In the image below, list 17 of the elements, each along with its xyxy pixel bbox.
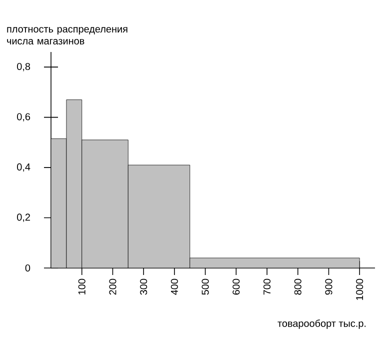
y-tick-label: 0,4	[17, 163, 30, 172]
x-tick-label: 700	[263, 278, 271, 295]
x-tick-label: 400	[170, 278, 178, 295]
y-tick-label: 0,6	[17, 113, 30, 122]
y-axis-title: плотность распределения числа магазинов	[7, 27, 128, 44]
y-tick-label: 0,8	[17, 62, 30, 72]
x-tick-label: 900	[325, 278, 332, 295]
x-tick-label: 300	[140, 278, 148, 295]
x-tick-label: 100	[78, 278, 86, 294]
x-tick-label: 500	[202, 278, 209, 295]
x-tick-label: 600	[232, 278, 240, 295]
y-tick-label: 0	[25, 264, 30, 272]
x-tick-label: 200	[109, 278, 116, 295]
x-tick-label: 800	[294, 278, 302, 295]
x-tick-label: 1000	[356, 278, 364, 300]
y-tick-label: 0,2	[17, 214, 30, 222]
x-axis-title: товарооборт тыс.р.	[278, 320, 366, 329]
